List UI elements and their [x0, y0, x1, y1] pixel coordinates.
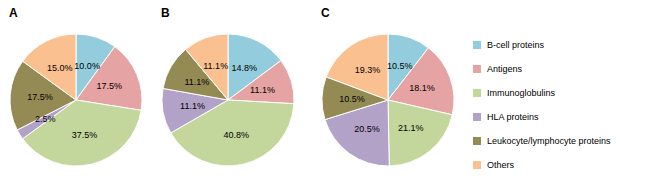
svg-text:18.1%: 18.1% — [409, 83, 435, 93]
svg-text:10.0%: 10.0% — [74, 61, 100, 71]
svg-text:B: B — [161, 6, 170, 20]
svg-text:17.5%: 17.5% — [96, 81, 122, 91]
svg-text:11.1%: 11.1% — [180, 101, 205, 111]
svg-text:17.5%: 17.5% — [27, 92, 53, 102]
svg-text:10.5%: 10.5% — [387, 61, 413, 71]
svg-text:37.5%: 37.5% — [72, 130, 98, 140]
svg-text:21.1%: 21.1% — [398, 123, 424, 133]
svg-text:11.1%: 11.1% — [184, 77, 209, 87]
svg-text:40.8%: 40.8% — [224, 130, 250, 140]
svg-text:15.0%: 15.0% — [47, 63, 73, 73]
svg-text:20.5%: 20.5% — [354, 124, 380, 134]
svg-text:Immunoglobulins: Immunoglobulins — [487, 88, 556, 98]
svg-text:C: C — [321, 6, 330, 20]
svg-text:11.1%: 11.1% — [203, 61, 228, 71]
svg-text:11.1%: 11.1% — [250, 85, 275, 95]
svg-text:19.3%: 19.3% — [355, 65, 381, 75]
svg-text:B-cell proteins: B-cell proteins — [487, 40, 545, 50]
svg-text:10.5%: 10.5% — [339, 94, 365, 104]
svg-text:HLA proteins: HLA proteins — [487, 112, 539, 122]
svg-text:Others: Others — [487, 160, 515, 170]
svg-text:14.8%: 14.8% — [231, 63, 257, 73]
svg-text:Leukocyte/lymphocyte proteins: Leukocyte/lymphocyte proteins — [487, 136, 611, 146]
svg-text:2.5%: 2.5% — [35, 114, 56, 124]
svg-text:Antigens: Antigens — [487, 64, 523, 74]
svg-text:A: A — [9, 6, 18, 20]
